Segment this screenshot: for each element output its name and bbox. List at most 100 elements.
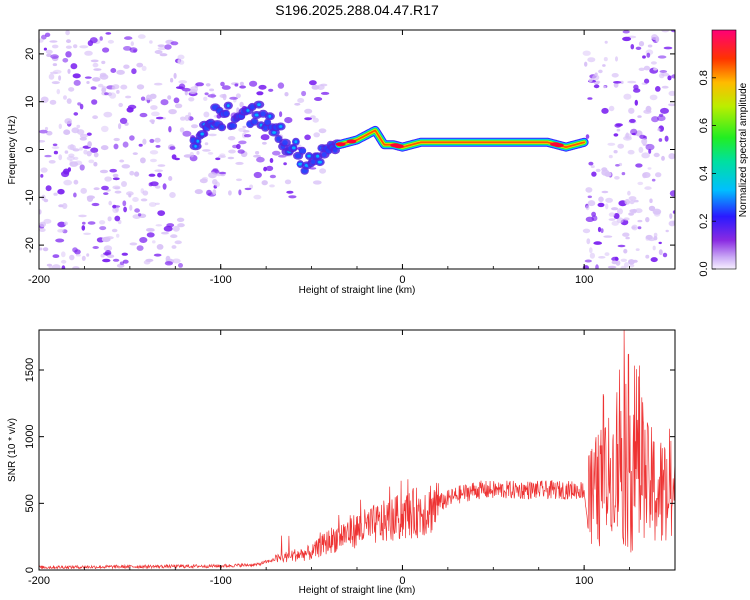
spectrogram-noise-blob <box>269 158 274 163</box>
spectrogram-noise-blob <box>137 213 142 217</box>
spectrogram-noise-blob <box>301 90 307 97</box>
spectrogram-noise-blob <box>53 192 58 196</box>
spectrogram-noise-blob <box>608 212 616 217</box>
spectrogram-noise-blob <box>72 73 81 79</box>
spectrogram-noise-blob <box>651 34 658 41</box>
spectrogram-noise-blob <box>653 67 658 71</box>
spectrogram-noise-blob <box>596 80 601 84</box>
spectrogram-noise-blob <box>39 247 43 251</box>
spectrogram-noise-blob <box>668 103 675 107</box>
spectrogram-noise-blob <box>63 179 73 186</box>
spectrogram-noise-blob <box>128 193 132 198</box>
spectrogram-noise-blob <box>74 160 83 166</box>
spectrogram-noise-blob <box>58 154 63 161</box>
spectrogram-noise-blob <box>642 172 647 179</box>
spectrogram-noise-blob <box>587 97 593 100</box>
spectrogram-noise-blob <box>180 116 186 121</box>
spectrogram-noise-blob <box>600 228 604 234</box>
spectrogram-ridge-blob <box>249 104 255 110</box>
spectrogram-noise-blob <box>114 190 122 194</box>
spectrogram-noise-blob <box>164 261 173 266</box>
spectrogram-noise-blob <box>615 123 623 127</box>
spectrogram-noise-blob <box>652 208 662 215</box>
spectrogram-noise-blob <box>249 184 254 190</box>
spectrogram-noise-blob <box>160 99 169 106</box>
spectrogram-noise-blob <box>646 52 651 58</box>
spectrogram-noise-blob <box>637 226 642 230</box>
spectrogram-noise-blob <box>168 109 177 115</box>
spectrogram-noise-blob <box>141 65 147 71</box>
spectrogram-noise-blob <box>199 178 208 184</box>
spectrogram-noise-blob <box>311 85 320 90</box>
spectrogram-ridge-blob <box>298 162 303 166</box>
spectrogram-noise-blob <box>174 157 181 161</box>
spectrogram-noise-blob <box>61 203 68 209</box>
spectrogram-ridge-blob <box>292 146 296 150</box>
spectrogram-noise-blob <box>221 85 231 90</box>
spectrogram-noise-blob <box>582 50 591 56</box>
spectrogram-noise-blob <box>176 217 185 222</box>
spectrogram-noise-blob <box>52 63 58 67</box>
spectrogram-noise-blob <box>659 70 668 73</box>
spectrogram-noise-blob <box>620 265 626 269</box>
spectrogram-noise-blob <box>79 147 83 151</box>
spectrogram-noise-blob <box>279 111 283 118</box>
spectrogram-noise-blob <box>312 180 322 185</box>
spectrogram-noise-blob <box>101 87 107 93</box>
spectrogram-ridge-blob <box>257 103 261 106</box>
spectrogram-noise-blob <box>284 117 293 124</box>
spectrogram-noise-blob <box>658 249 663 256</box>
spectrogram-noise-blob <box>244 187 252 191</box>
spectrogram-noise-blob <box>112 185 121 190</box>
spectrogram-noise-blob <box>39 38 44 43</box>
spectrogram-noise-blob <box>633 199 639 203</box>
spectrogram-noise-blob <box>103 111 113 118</box>
spectrogram-noise-blob <box>39 140 46 143</box>
spectrogram-noise-blob <box>89 37 98 44</box>
spectrogram-noise-blob <box>672 210 675 214</box>
spectrogram-noise-blob <box>99 72 107 77</box>
spectrogram-noise-blob <box>146 227 155 232</box>
spectrogram-noise-blob <box>129 242 138 246</box>
spectrogram-noise-blob <box>243 134 252 138</box>
spectrogram-noise-blob <box>218 171 227 175</box>
spectrogram-noise-blob <box>116 233 120 238</box>
spectrogram-noise-blob <box>171 245 177 249</box>
spectrogram-noise-blob <box>649 94 658 101</box>
spectrogram-noise-blob <box>608 105 615 112</box>
spectrogram-noise-blob <box>113 143 119 150</box>
spectrogram-noise-blob <box>255 151 260 155</box>
spectrogram-noise-blob <box>146 94 152 101</box>
spectrogram-noise-blob <box>623 217 630 221</box>
spectrogram-noise-blob <box>151 120 155 125</box>
spectrogram-noise-blob <box>604 40 608 44</box>
spectrogram-noise-blob <box>142 138 147 145</box>
spectrogram-noise-blob <box>155 145 161 148</box>
spectrogram-noise-blob <box>140 198 148 202</box>
spectrogram-noise-blob <box>260 134 270 141</box>
spectrogram-noise-blob <box>630 128 638 136</box>
spectrogram-noise-blob <box>149 150 159 155</box>
spectrogram-noise-blob <box>243 130 250 133</box>
spectrogram-noise-blob <box>651 116 659 123</box>
spectrogram-noise-blob <box>86 132 92 136</box>
spectrogram-noise-blob <box>93 161 98 167</box>
spectrogram-noise-blob <box>109 92 117 99</box>
colorbar: 0.0 0.2 0.4 0.6 0.8 Normalized spectral ampl… <box>698 29 749 277</box>
spectrogram-noise-blob <box>667 75 672 81</box>
spectrogram-noise-blob <box>86 253 90 257</box>
spectrogram-noise-blob <box>320 83 328 87</box>
spectrogram-noise-blob <box>262 141 267 145</box>
spectrogram-noise-blob <box>269 174 276 179</box>
spectrogram-ridge-blob <box>317 160 322 164</box>
spectrogram-noise-blob <box>616 128 621 132</box>
spectrogram-ridge-blob <box>332 147 338 153</box>
spectrogram-ridge-blob <box>282 140 288 146</box>
spectrogram-noise-blob <box>44 154 52 158</box>
spectrogram-noise-blob <box>258 84 267 90</box>
spectrogram-noise-blob <box>103 245 113 252</box>
spectrogram-noise-blob <box>68 87 75 92</box>
spectrogram-noise-blob <box>314 97 323 101</box>
spectrogram-noise-blob <box>613 133 619 137</box>
spectrogram-noise-blob <box>169 192 176 198</box>
